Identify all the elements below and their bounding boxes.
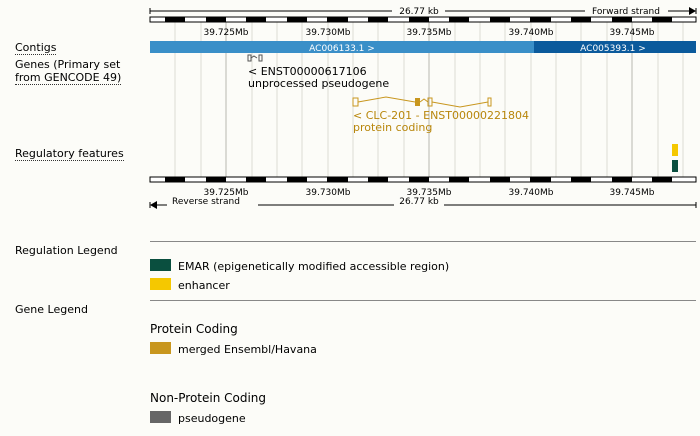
enhancer-legend-label: enhancer (178, 279, 230, 292)
top-tick-1: 39.725Mb (204, 28, 249, 38)
bottom-scale-bar: Reverse strand 26.77 kb (149, 197, 697, 209)
reverse-strand-label: Reverse strand (172, 197, 240, 207)
top-ruler: 39.725Mb 39.730Mb 39.735Mb 39.740Mb 39.7… (149, 16, 697, 38)
pseudogene-legend-label: pseudogene (178, 412, 246, 425)
legend-divider-2 (150, 300, 696, 301)
bottom-span-label: 26.77 kb (399, 197, 439, 207)
contig-label-2: AC005393.1 > (580, 44, 646, 54)
top-scale-bar: 26.77 kb Forward strand (149, 7, 697, 17)
protein-coding-heading: Protein Coding (150, 322, 238, 336)
genes-label-line2: from GENCODE 49) (15, 71, 122, 85)
gene-legend-title: Gene Legend (15, 303, 88, 316)
top-span-label: 26.77 kb (399, 7, 439, 17)
forward-strand-label: Forward strand (592, 7, 660, 17)
top-tick-5: 39.745Mb (610, 28, 655, 38)
contig-label-1: AC006133.1 > (309, 44, 375, 54)
genome-browser-panel[interactable]: 26.77 kb Forward strand 39.725Mb 39.730M… (0, 0, 700, 215)
non-protein-coding-heading: Non-Protein Coding (150, 391, 267, 405)
gene-2-biotype: protein coding (353, 121, 432, 134)
legend-divider-1 (150, 241, 696, 242)
top-tick-2: 39.730Mb (306, 28, 351, 38)
top-tick-4: 39.740Mb (509, 28, 554, 38)
gene-1-id: < ENST00000617106 (248, 65, 367, 78)
gene-pseudogene[interactable]: < ENST00000617106 unprocessed pseudogene (247, 54, 389, 90)
gene-clc[interactable]: < CLC-201 - ENST00000221804 protein codi… (352, 96, 529, 134)
bottom-tick-2: 39.730Mb (306, 188, 351, 198)
merged-ensembl-havana-swatch (150, 342, 171, 354)
bottom-tick-1: 39.725Mb (204, 188, 249, 198)
regulation-legend-title: Regulation Legend (15, 244, 118, 257)
contig-block-2[interactable] (534, 41, 696, 53)
emar-feature[interactable] (672, 160, 678, 172)
contig-track[interactable]: AC006133.1 > AC005393.1 > (150, 41, 696, 54)
gene-2-id: < CLC-201 - ENST00000221804 (353, 109, 529, 122)
regulatory-features[interactable] (672, 144, 678, 172)
gene-1-biotype: unprocessed pseudogene (248, 77, 389, 90)
top-tick-3: 39.735Mb (407, 28, 452, 38)
bottom-ruler: 39.725Mb 39.730Mb 39.735Mb 39.740Mb 39.7… (149, 176, 697, 198)
emar-legend-label: EMAR (epigenetically modified accessible… (178, 260, 450, 273)
bottom-tick-4: 39.740Mb (509, 188, 554, 198)
bottom-tick-3: 39.735Mb (407, 188, 452, 198)
genes-label-line1: Genes (Primary set (15, 58, 121, 71)
enhancer-feature[interactable] (672, 144, 678, 156)
bottom-tick-5: 39.745Mb (610, 188, 655, 198)
contig-block-1[interactable] (150, 41, 534, 53)
enhancer-swatch (150, 278, 171, 290)
pseudogene-swatch (150, 411, 171, 423)
emar-swatch (150, 259, 171, 271)
merged-ensembl-havana-label: merged Ensembl/Havana (178, 343, 317, 356)
genes-track-label[interactable]: Genes (Primary set from GENCODE 49) (15, 58, 122, 85)
regulatory-track-label[interactable]: Regulatory features (15, 147, 124, 161)
contigs-track-label[interactable]: Contigs (15, 41, 57, 55)
